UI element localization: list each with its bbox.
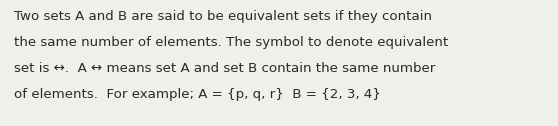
- Text: set is ↔.  A ↔ means set A and set B contain the same number: set is ↔. A ↔ means set A and set B cont…: [14, 62, 435, 75]
- Text: Two sets A and B are said to be equivalent sets if they contain: Two sets A and B are said to be equivale…: [14, 10, 432, 23]
- Text: of elements.  For example; A = {p, q, r}  B = {2, 3, 4}: of elements. For example; A = {p, q, r} …: [14, 88, 381, 101]
- Text: the same number of elements. The symbol to denote equivalent: the same number of elements. The symbol …: [14, 36, 448, 49]
